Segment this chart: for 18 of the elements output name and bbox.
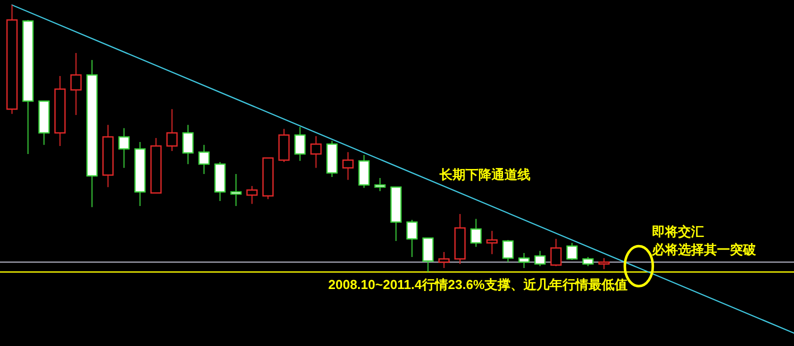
candlestick bbox=[134, 141, 146, 207]
candlestick bbox=[486, 230, 498, 255]
annotation: 必将选择其一突破 bbox=[651, 242, 757, 257]
candlestick bbox=[54, 76, 66, 146]
annotation: 即将交汇 bbox=[652, 224, 704, 239]
candlestick bbox=[102, 124, 114, 188]
candlestick bbox=[70, 52, 82, 116]
ref-line-label: 2008.10~2011.4行情23.6%支撑、近几年行情最低值 bbox=[328, 277, 628, 292]
candlestick bbox=[118, 128, 130, 168]
candlestick bbox=[86, 60, 98, 208]
candlestick bbox=[454, 214, 466, 264]
candlestick bbox=[294, 126, 306, 162]
annotation: 长期下降通道线 bbox=[438, 167, 530, 182]
candlestick bbox=[310, 136, 322, 168]
candlestick bbox=[166, 108, 178, 152]
candlestick bbox=[230, 174, 242, 207]
candlestick bbox=[342, 152, 354, 180]
candlestick bbox=[198, 144, 210, 175]
